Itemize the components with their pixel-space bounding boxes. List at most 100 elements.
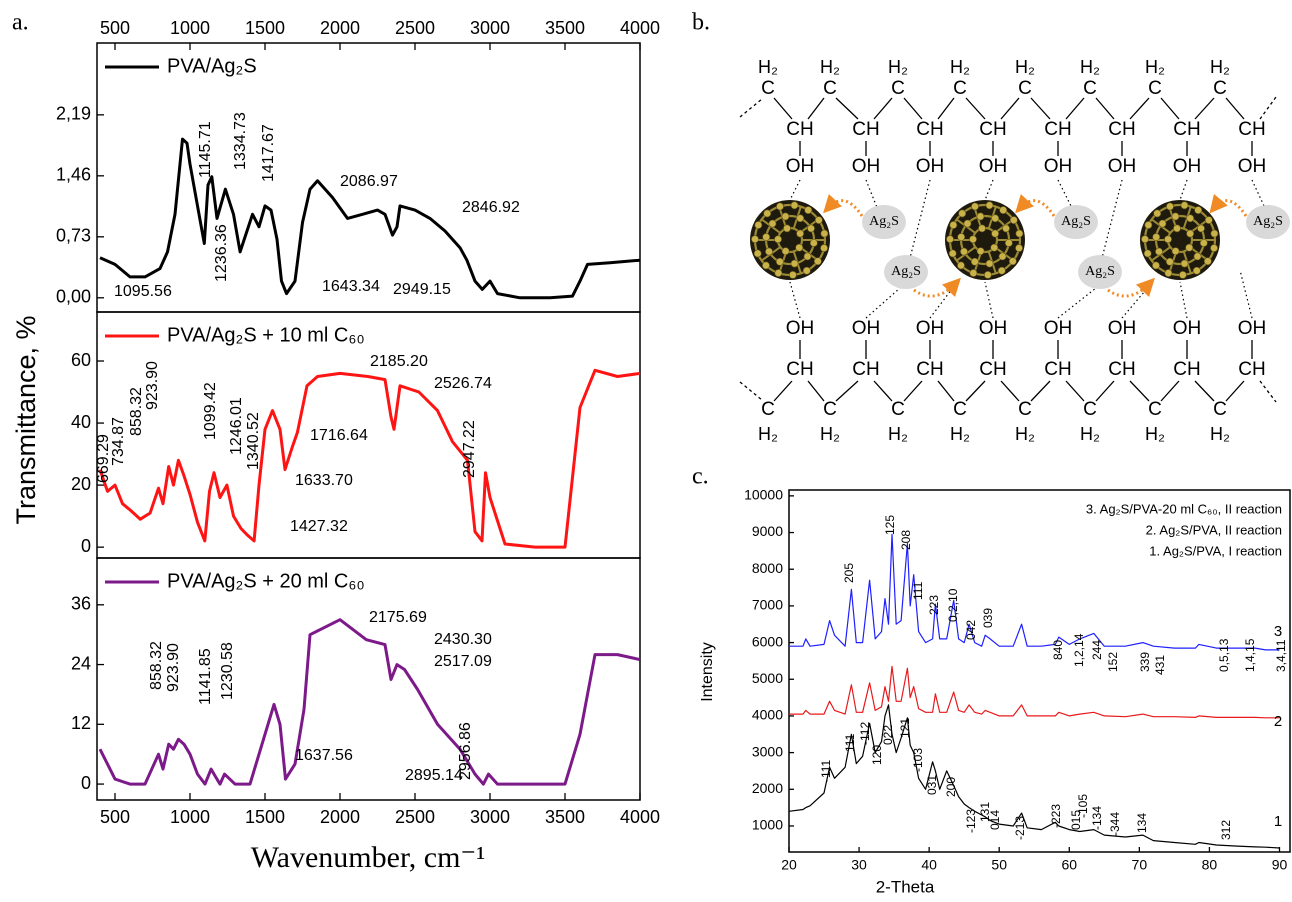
- plot-frame: [96, 557, 641, 801]
- atom-label: CH: [786, 119, 813, 140]
- annotation: 2895.14: [405, 767, 463, 784]
- ag2s-particle: [862, 205, 906, 239]
- x-tick-label: 30: [851, 857, 867, 873]
- hydrogen-bond: [789, 179, 801, 201]
- y-tick-label: 5000: [752, 670, 783, 686]
- atom-label: OH: [1238, 318, 1267, 339]
- y-tick-label: 6000: [752, 633, 783, 649]
- fullerene-atom: [1015, 244, 1023, 252]
- transfer-arrow: [913, 277, 961, 298]
- y-tick-label: 0,73: [56, 226, 91, 246]
- atom-label: H₂: [758, 57, 778, 77]
- annotation: 339: [1138, 652, 1152, 672]
- ag2s-particle: [1054, 205, 1098, 239]
- atom-label: C: [761, 78, 775, 99]
- annotation: -103: [911, 748, 925, 772]
- annotation: 131: [978, 802, 992, 822]
- fullerene-atom: [753, 249, 762, 258]
- atom-label: OH: [979, 318, 1008, 339]
- x-tick-label: 3000: [470, 807, 510, 827]
- plot-frame: [788, 489, 1291, 853]
- fullerene-atom: [1143, 249, 1152, 258]
- fullerene-atom: [1186, 229, 1195, 238]
- annotation: 205: [842, 563, 856, 583]
- atom-label: OH: [1173, 156, 1202, 177]
- fullerene-atom: [1141, 235, 1149, 244]
- fullerene-atom: [1152, 233, 1161, 241]
- atom-label: H₂: [950, 57, 970, 77]
- x-tick-label: 2000: [320, 18, 360, 38]
- y-axis-label: Transmittance, %: [11, 315, 41, 524]
- annotation: 1230.58: [219, 642, 236, 700]
- annotation: 223: [927, 595, 941, 615]
- x-tick-label: 80: [1202, 857, 1218, 873]
- atom-label: CH: [979, 119, 1006, 140]
- annotation: 111: [911, 581, 925, 600]
- atom-label: H₂: [1080, 57, 1100, 77]
- annotation: 2956.86: [457, 722, 474, 780]
- atom-label: OH: [852, 318, 881, 339]
- data-line: [789, 533, 1280, 651]
- annotation: 039: [981, 608, 995, 628]
- fullerene-atom: [1155, 247, 1163, 256]
- fullerene-atom: [997, 266, 1006, 275]
- x-axis-label: 2-Theta: [876, 877, 935, 896]
- annotation: 1716.64: [310, 427, 368, 444]
- atom-label: CH: [916, 359, 943, 380]
- atom-label: H₂: [1015, 57, 1035, 77]
- fullerene-atom: [1194, 206, 1203, 215]
- ag2s-label: Ag₂S: [1061, 214, 1091, 229]
- fullerene-atom: [1204, 216, 1213, 225]
- fullerene-atom: [1173, 224, 1181, 233]
- atom-label: C: [953, 399, 967, 420]
- panel-label: a.: [12, 10, 29, 36]
- annotation: 1633.70: [295, 472, 353, 489]
- fullerene-body: [945, 200, 1025, 280]
- fullerene-atom: [948, 249, 957, 258]
- x-tick-label: 1000: [170, 18, 210, 38]
- ag2s-particle: [884, 255, 928, 289]
- fullerene-atom: [795, 243, 804, 252]
- panel-label: b.: [692, 10, 710, 36]
- annotation: 244: [1090, 640, 1104, 660]
- x-tick-label: 90: [1272, 857, 1288, 873]
- y-tick-label: 2000: [752, 780, 783, 796]
- fullerene-atom: [1165, 257, 1174, 266]
- atom-label: CH: [1044, 359, 1071, 380]
- atom-label: OH: [916, 156, 945, 177]
- annotation: 1246.01: [228, 397, 245, 455]
- fullerene-atom: [1210, 244, 1218, 252]
- fullerene-atom: [1004, 239, 1013, 247]
- x-tick-label: 70: [1132, 857, 1148, 873]
- annotation: 858.32: [148, 641, 165, 690]
- y-tick-label: 2,19: [56, 104, 91, 124]
- y-tick-label: 8000: [752, 560, 783, 576]
- fullerene-atom: [1193, 252, 1202, 261]
- fullerene-atom: [774, 235, 782, 244]
- annotation: 2430.30: [434, 631, 492, 648]
- annotation: 022: [881, 725, 895, 745]
- atom-label: C: [953, 78, 967, 99]
- transfer-arrow: [1209, 193, 1248, 217]
- hydrogen-bond: [929, 284, 956, 319]
- legend-label: 2. Ag₂S/PVA, II reaction: [1146, 522, 1282, 537]
- legend-label: PVA/Ag₂S + 10 ml C₆₀: [167, 324, 365, 346]
- hydrogen-bond: [789, 281, 801, 319]
- fullerene-atom: [991, 214, 1000, 223]
- fullerene-atom: [985, 259, 994, 268]
- fullerene-atom: [1008, 257, 1017, 266]
- atom-label: H₂: [1015, 424, 1035, 444]
- fullerene-atom: [991, 229, 1000, 238]
- fullerene-atom: [790, 259, 799, 268]
- fullerene-atom: [957, 233, 966, 241]
- data-line: [98, 368, 641, 549]
- fullerene-atom: [774, 269, 783, 277]
- atom-label: C: [1083, 399, 1097, 420]
- annotation: 2175.69: [369, 609, 427, 626]
- annotation: 1,4,15: [1243, 638, 1257, 672]
- annotation: 2185.20: [370, 353, 428, 370]
- fullerene-atom: [1152, 261, 1160, 270]
- fullerene-atom: [949, 221, 958, 229]
- annotation: -134: [1090, 806, 1104, 830]
